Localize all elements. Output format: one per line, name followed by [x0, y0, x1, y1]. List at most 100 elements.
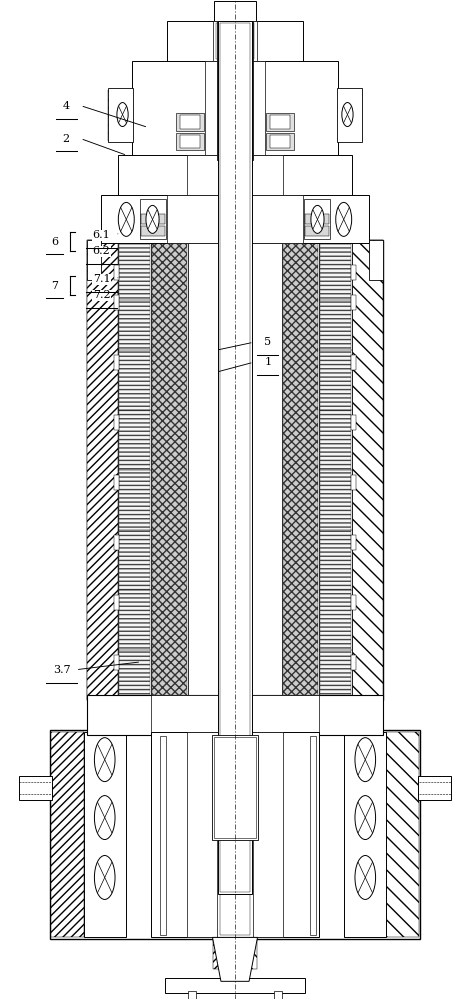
Bar	[270, 135, 290, 148]
Bar	[109, 90, 116, 140]
Text: 7.1: 7.1	[93, 274, 110, 284]
Bar	[114, 475, 119, 490]
Bar	[214, 1, 256, 23]
Bar	[114, 655, 119, 670]
Bar	[213, 939, 227, 969]
Bar	[352, 240, 383, 700]
Bar	[132, 61, 338, 160]
Bar	[216, 23, 254, 59]
Bar	[345, 734, 385, 935]
Bar	[180, 115, 200, 129]
Bar	[87, 240, 383, 700]
Bar	[87, 240, 102, 280]
Circle shape	[355, 856, 376, 899]
Bar	[351, 295, 356, 310]
Bar	[140, 199, 166, 239]
Bar	[160, 736, 165, 935]
Bar	[114, 595, 119, 610]
Bar	[283, 734, 318, 935]
Bar	[51, 732, 84, 937]
Text: 6: 6	[51, 237, 58, 247]
Bar	[418, 776, 451, 800]
Bar	[214, 737, 256, 838]
Bar	[114, 535, 119, 550]
Bar	[212, 21, 258, 61]
Bar	[187, 732, 283, 937]
Bar	[304, 199, 330, 239]
Bar	[218, 21, 252, 894]
Bar	[217, 1, 253, 23]
Bar	[164, 978, 306, 993]
Circle shape	[118, 202, 134, 236]
Bar	[141, 214, 164, 224]
Bar	[180, 135, 200, 148]
Bar	[118, 697, 151, 733]
Bar	[87, 695, 383, 735]
Bar	[152, 734, 187, 935]
Bar	[282, 240, 319, 700]
Bar	[306, 226, 329, 236]
Bar	[266, 133, 294, 150]
Bar	[303, 197, 330, 241]
Bar	[351, 475, 356, 490]
Bar	[87, 240, 118, 700]
Bar	[176, 113, 204, 131]
Bar	[351, 415, 356, 430]
Bar	[114, 415, 119, 430]
Bar	[167, 21, 303, 61]
Bar	[219, 780, 251, 935]
Bar	[141, 226, 164, 236]
Bar	[152, 242, 187, 698]
Bar	[354, 90, 361, 140]
Bar	[188, 240, 282, 700]
Bar	[175, 63, 205, 158]
Circle shape	[355, 738, 376, 782]
Bar	[344, 732, 386, 937]
Circle shape	[336, 202, 352, 236]
Bar	[295, 63, 337, 158]
Bar	[167, 195, 303, 243]
Bar	[188, 991, 196, 999]
Text: 2: 2	[63, 134, 70, 144]
Bar	[114, 265, 119, 280]
Bar	[50, 730, 420, 939]
Text: 1: 1	[264, 357, 271, 367]
Text: 6.2: 6.2	[93, 246, 110, 256]
Bar	[114, 295, 119, 310]
Bar	[351, 355, 356, 370]
Bar	[320, 242, 351, 698]
Text: 4: 4	[63, 101, 70, 111]
Bar	[220, 64, 250, 157]
Bar	[351, 655, 356, 670]
Bar	[309, 157, 351, 198]
Text: 6.1: 6.1	[93, 230, 110, 240]
Bar	[102, 197, 140, 241]
Bar	[108, 88, 133, 142]
Polygon shape	[212, 937, 258, 981]
Text: 5: 5	[264, 337, 271, 347]
Bar	[351, 535, 356, 550]
Bar	[168, 23, 205, 59]
Circle shape	[94, 856, 115, 899]
Bar	[306, 214, 329, 224]
Bar	[319, 697, 352, 733]
Bar	[220, 23, 250, 892]
Bar	[161, 157, 187, 198]
Bar	[351, 265, 356, 280]
Bar	[212, 735, 258, 840]
Bar	[133, 63, 175, 158]
Circle shape	[117, 103, 128, 127]
Bar	[217, 778, 253, 937]
Bar	[151, 732, 319, 937]
Circle shape	[94, 738, 115, 782]
Bar	[19, 776, 52, 800]
Bar	[88, 697, 118, 733]
Bar	[274, 991, 282, 999]
Bar	[102, 195, 368, 243]
Bar	[319, 240, 352, 700]
Bar	[283, 242, 318, 698]
Circle shape	[355, 796, 376, 840]
Bar	[274, 980, 305, 992]
Bar	[217, 21, 253, 160]
Circle shape	[311, 205, 324, 233]
